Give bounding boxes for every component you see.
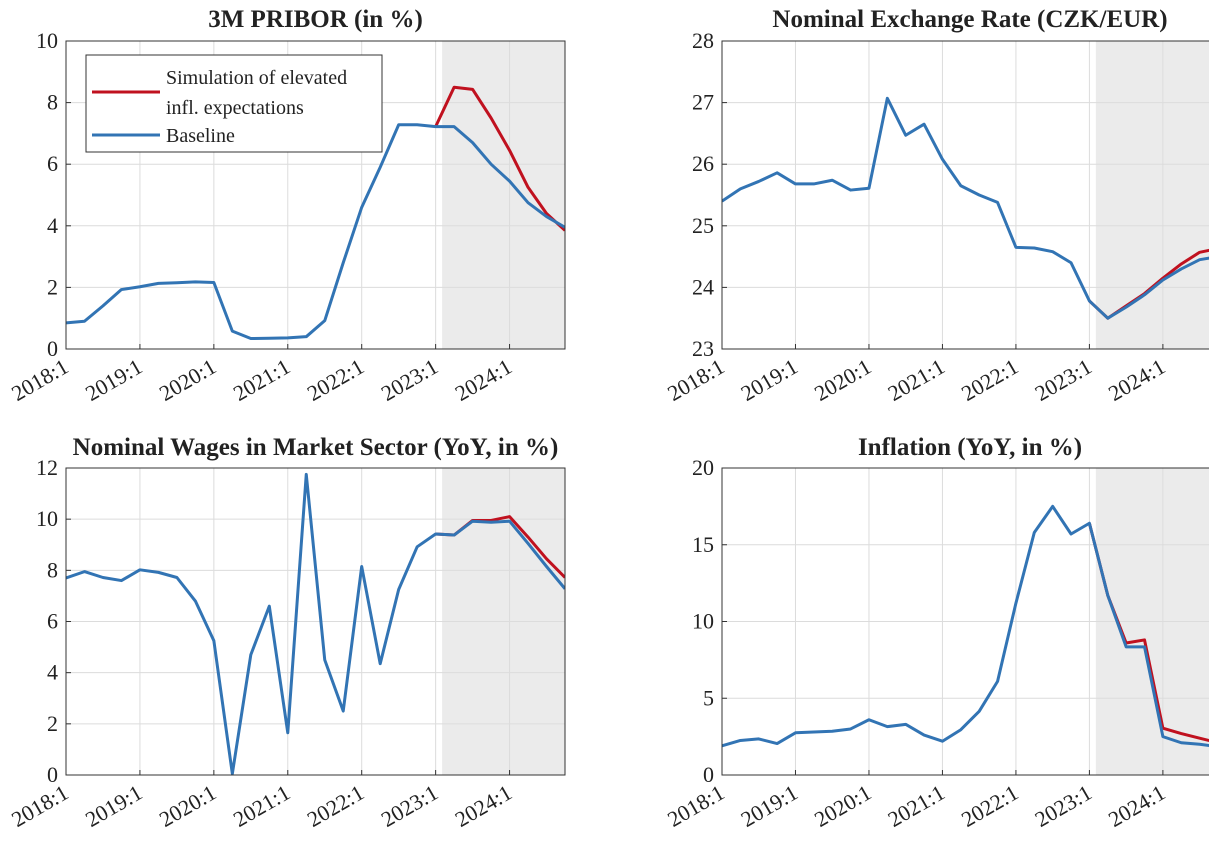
y-tick-label: 6 [47,609,58,634]
chart-title: Nominal Exchange Rate (CZK/EUR) [772,6,1167,33]
x-tick-label: 2024:1 [1104,354,1169,406]
chart-title: 3M PRIBOR (in %) [208,6,423,33]
x-tick-label: 2022:1 [303,354,368,406]
chart: 23 24 25 26 27 28 2018:1 2019:1 2020:1 2021:1 2022… [663,6,1209,406]
x-tick-label: 2023:1 [377,354,442,406]
x-tick-label: 2020:1 [810,780,875,832]
y-tick-label: 15 [692,532,714,557]
x-tick-label: 2018:1 [7,354,72,406]
y-tick-label: 12 [36,455,58,480]
plot-frame [721,467,1209,776]
y-tick-label: 5 [703,685,714,710]
y-tick-label: 8 [47,90,58,115]
series-line [722,96,1209,320]
y-tick-label: 2 [47,711,58,736]
x-tick-label: 2021:1 [229,780,294,832]
x-tick-label: 2021:1 [884,354,949,406]
y-tick-label: 10 [36,28,58,53]
chart-title: Nominal Wages in Market Sector (YoY, in … [73,434,559,461]
chart-title: Inflation (YoY, in %) [858,434,1082,461]
x-tick-label: 2022:1 [957,780,1022,832]
series-line [722,504,1209,748]
y-tick-label: 0 [703,762,714,787]
x-tick-label: 2019:1 [81,780,146,832]
x-tick-label: 2018:1 [663,780,728,832]
y-tick-label: 24 [692,274,714,299]
x-tick-label: 2020:1 [155,780,220,832]
x-tick-label: 2019:1 [81,354,146,406]
x-tick-label: 2023:1 [1030,354,1095,406]
x-tick-label: 2018:1 [663,354,728,406]
series-line [434,85,565,232]
forecast-shade [442,41,565,349]
y-tick-label: 27 [692,90,714,115]
x-tick-label: 2021:1 [884,780,949,832]
plot-frame [65,40,566,350]
series-line [66,123,565,341]
y-tick-label: 25 [692,213,714,238]
x-tick-label: 2022:1 [957,354,1022,406]
x-tick-label: 2020:1 [810,354,875,406]
y-tick-label: 10 [36,506,58,531]
y-tick-label: 10 [692,609,714,634]
x-tick-label: 2020:1 [155,354,220,406]
legend: Simulation of elevated infl. expectations… [85,54,383,153]
y-tick-label: 0 [47,336,58,361]
series-line [66,472,565,776]
legend-label: Simulation of elevated infl. expectations [166,67,347,119]
x-tick-label: 2019:1 [737,354,802,406]
y-tick-label: 4 [47,213,58,238]
x-tick-label: 2019:1 [737,780,802,832]
y-tick-label: 2 [47,274,58,299]
y-tick-label: 28 [692,28,714,53]
y-tick-label: 20 [692,455,714,480]
legend-label: Baseline [166,125,235,147]
y-tick-label: 0 [47,762,58,787]
y-tick-label: 6 [47,151,58,176]
x-tick-label: 2021:1 [229,354,294,406]
plot-frame [65,467,566,776]
x-tick-label: 2022:1 [303,780,368,832]
x-tick-label: 2023:1 [377,780,442,832]
x-tick-label: 2024:1 [1104,780,1169,832]
plot-frame [721,40,1209,350]
x-tick-label: 2018:1 [7,780,72,832]
y-tick-label: 26 [692,151,714,176]
forecast-shade [1095,41,1209,349]
x-tick-label: 2024:1 [451,354,516,406]
x-tick-label: 2024:1 [451,780,516,832]
y-tick-label: 23 [692,336,714,361]
y-tick-label: 8 [47,557,58,582]
x-tick-label: 2023:1 [1030,780,1095,832]
y-tick-label: 4 [47,660,58,685]
